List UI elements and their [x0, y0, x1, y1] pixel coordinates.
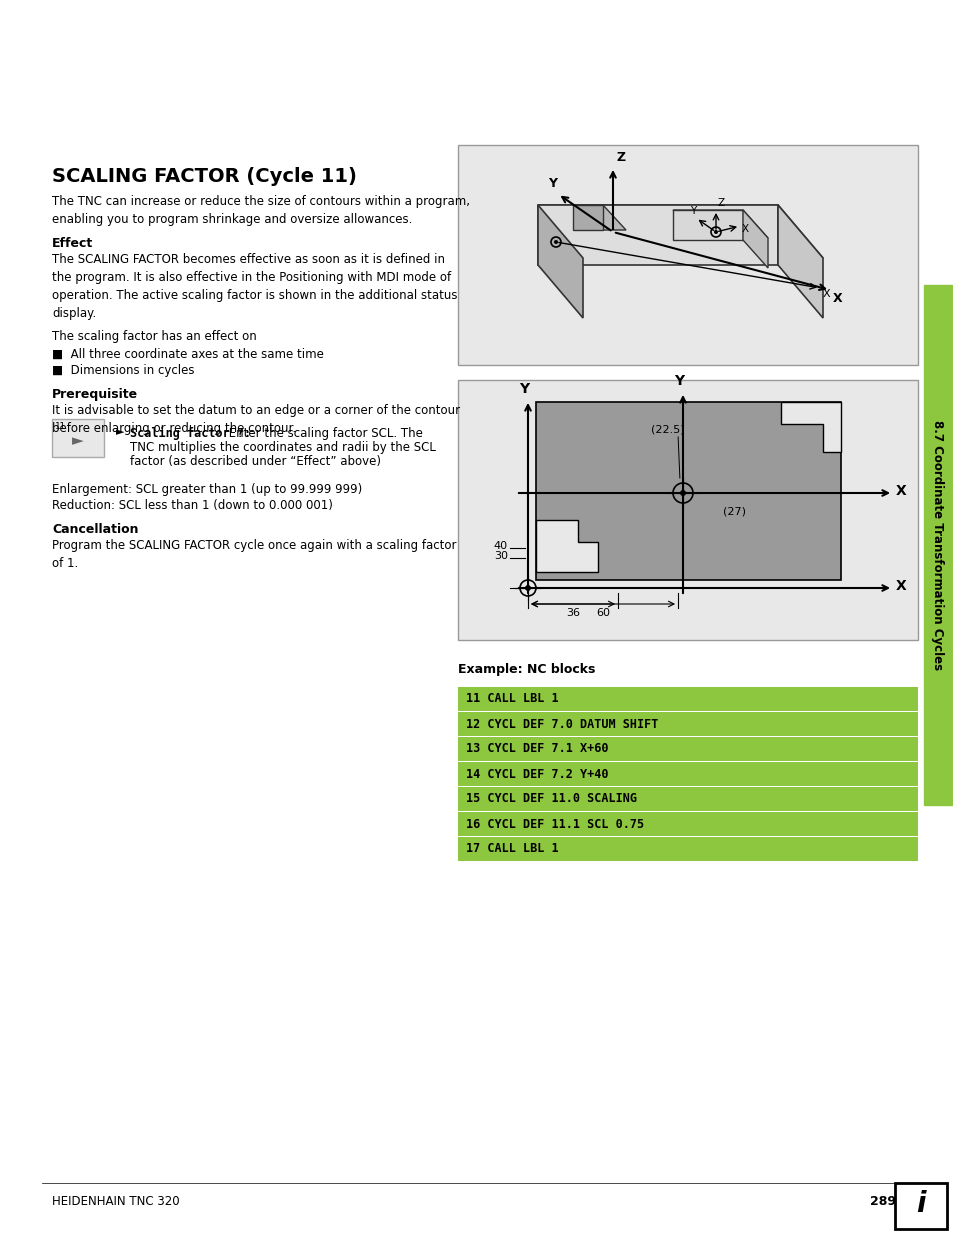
Text: Z: Z: [617, 151, 625, 164]
Text: The SCALING FACTOR becomes effective as soon as it is defined in
the program. It: The SCALING FACTOR becomes effective as …: [52, 253, 457, 320]
Circle shape: [713, 230, 718, 233]
Text: Scaling factor ?:: Scaling factor ?:: [130, 427, 251, 440]
Polygon shape: [573, 205, 625, 230]
Text: 12 CYCL DEF 7.0 DATUM SHIFT: 12 CYCL DEF 7.0 DATUM SHIFT: [465, 718, 658, 730]
Bar: [457, 713, 917, 736]
Text: Reduction: SCL less than 1 (down to 0.000 001): Reduction: SCL less than 1 (down to 0.00…: [52, 499, 333, 513]
Polygon shape: [537, 205, 822, 258]
Text: The scaling factor has an effect on: The scaling factor has an effect on: [52, 330, 256, 343]
Text: 14 CYCL DEF 7.2 Y+40: 14 CYCL DEF 7.2 Y+40: [465, 767, 608, 781]
Text: 30: 30: [494, 551, 507, 561]
Text: 40: 40: [494, 541, 507, 551]
Text: ►: ►: [72, 433, 84, 448]
Polygon shape: [742, 210, 767, 268]
Text: Enter the scaling factor SCL. The: Enter the scaling factor SCL. The: [225, 427, 422, 440]
Text: TNC multiplies the coordinates and radii by the SCL: TNC multiplies the coordinates and radii…: [130, 441, 436, 454]
Polygon shape: [778, 205, 822, 317]
Text: factor (as described under “Effect” above): factor (as described under “Effect” abov…: [130, 454, 380, 468]
Text: 8.7 Coordinate Transformation Cycles: 8.7 Coordinate Transformation Cycles: [930, 420, 943, 671]
Text: HEIDENHAIN TNC 320: HEIDENHAIN TNC 320: [52, 1195, 179, 1208]
Text: Cancellation: Cancellation: [52, 522, 138, 536]
Bar: [52, 419, 104, 457]
Bar: [457, 762, 917, 785]
Text: X: X: [832, 291, 841, 305]
Text: Y: Y: [518, 382, 529, 396]
Text: Enlargement: SCL greater than 1 (up to 99.999 999): Enlargement: SCL greater than 1 (up to 9…: [52, 483, 362, 496]
Bar: [923, 285, 951, 805]
Text: The TNC can increase or reduce the size of contours within a program,
enabling y: The TNC can increase or reduce the size …: [52, 195, 470, 226]
Text: Prerequisite: Prerequisite: [52, 388, 138, 401]
Circle shape: [554, 240, 558, 245]
Polygon shape: [537, 205, 778, 266]
Text: 36: 36: [565, 608, 579, 618]
Polygon shape: [573, 205, 602, 230]
Text: 11 CALL LBL 1: 11 CALL LBL 1: [465, 693, 558, 705]
Text: 17 CALL LBL 1: 17 CALL LBL 1: [465, 842, 558, 856]
Circle shape: [679, 490, 685, 496]
Text: Y: Y: [689, 206, 696, 216]
Text: 289: 289: [869, 1195, 895, 1208]
Bar: [894, 1183, 946, 1229]
Text: i: i: [915, 1191, 924, 1218]
Text: X: X: [822, 289, 830, 299]
Text: X: X: [895, 484, 905, 498]
Text: ►: ►: [116, 427, 125, 437]
Bar: [457, 144, 917, 366]
Text: Z: Z: [718, 198, 724, 207]
Text: Example: NC blocks: Example: NC blocks: [457, 663, 595, 676]
Text: Y: Y: [547, 177, 557, 190]
Polygon shape: [672, 210, 742, 240]
Text: (22.5): (22.5): [651, 425, 684, 435]
Polygon shape: [672, 210, 767, 238]
Text: (27): (27): [722, 506, 745, 516]
Text: Y: Y: [673, 374, 683, 388]
Bar: [457, 380, 917, 640]
Text: Program the SCALING FACTOR cycle once again with a scaling factor
of 1.: Program the SCALING FACTOR cycle once ag…: [52, 538, 456, 571]
Bar: [457, 787, 917, 811]
Text: X: X: [895, 579, 905, 593]
Bar: [457, 737, 917, 761]
Bar: [536, 403, 841, 580]
Text: 13 CYCL DEF 7.1 X+60: 13 CYCL DEF 7.1 X+60: [465, 742, 608, 756]
Text: It is advisable to set the datum to an edge or a corner of the contour
before en: It is advisable to set the datum to an e…: [52, 404, 459, 435]
Circle shape: [524, 585, 531, 592]
Polygon shape: [781, 403, 841, 452]
Polygon shape: [536, 520, 598, 572]
Text: SCALING FACTOR (Cycle 11): SCALING FACTOR (Cycle 11): [52, 167, 356, 186]
Bar: [457, 687, 917, 711]
Bar: [457, 837, 917, 861]
Text: ■  All three coordinate axes at the same time: ■ All three coordinate axes at the same …: [52, 348, 323, 361]
Text: Effect: Effect: [52, 237, 93, 249]
Text: ■  Dimensions in cycles: ■ Dimensions in cycles: [52, 364, 194, 377]
Text: 16 CYCL DEF 11.1 SCL 0.75: 16 CYCL DEF 11.1 SCL 0.75: [465, 818, 643, 830]
Text: 15 CYCL DEF 11.0 SCALING: 15 CYCL DEF 11.0 SCALING: [465, 793, 637, 805]
Text: X: X: [741, 224, 748, 233]
Text: 60: 60: [596, 608, 609, 618]
Polygon shape: [537, 205, 582, 317]
Text: 11: 11: [55, 422, 66, 431]
Bar: [457, 811, 917, 836]
